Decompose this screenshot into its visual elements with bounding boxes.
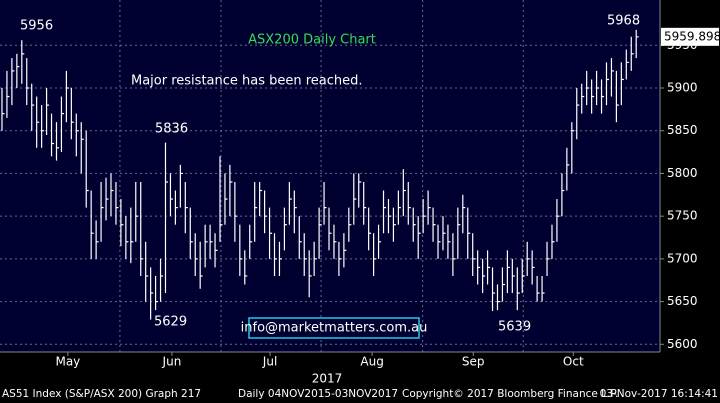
annotation: 5968	[607, 14, 640, 29]
y-tick-label: 5850	[667, 123, 698, 137]
grid	[0, 0, 660, 352]
y-tick-label: 5900	[667, 81, 698, 95]
x-tick-label: Sep	[462, 355, 485, 369]
contact-box	[248, 317, 420, 339]
footer-text: Daily 04NOV2015-03NOV2017	[238, 388, 398, 400]
x-tick-label: Oct	[563, 355, 584, 369]
annotation: 5836	[155, 122, 188, 137]
annotation: 5629	[154, 315, 187, 330]
last-value-box	[661, 27, 719, 46]
y-tick-label: 5650	[667, 294, 698, 308]
chart-title: ASX200 Daily Chart	[248, 33, 376, 48]
y-tick-label: 5750	[667, 209, 698, 223]
x-tick-label: Aug	[360, 355, 383, 369]
x-tick-label: Jul	[262, 355, 277, 369]
y-tick-label: 5800	[667, 166, 698, 180]
bars	[1, 29, 639, 320]
status-bar	[0, 385, 720, 403]
x-axis-year: 2017	[312, 372, 343, 386]
x-tick-label: Jun	[162, 355, 182, 369]
subtitle: Major resistance has been reached.	[131, 74, 363, 89]
footer-text: 03-Nov-2017 16:14:41	[600, 388, 718, 400]
annotation: 5639	[498, 320, 531, 335]
y-tick-label: 5700	[667, 251, 698, 265]
annotation: 5956	[20, 19, 53, 34]
y-tick-label: 5600	[667, 337, 698, 351]
last-value-label: 5959.898	[664, 29, 720, 43]
footer-text: AS51 Index (S&P/ASX 200) Graph 217	[2, 388, 201, 400]
plot-area	[0, 0, 660, 352]
footer-text: Copyright© 2017 Bloomberg Finance L.P.	[402, 388, 618, 400]
x-tick-label: May	[55, 355, 80, 369]
contact: info@marketmatters.com.au	[241, 321, 428, 336]
